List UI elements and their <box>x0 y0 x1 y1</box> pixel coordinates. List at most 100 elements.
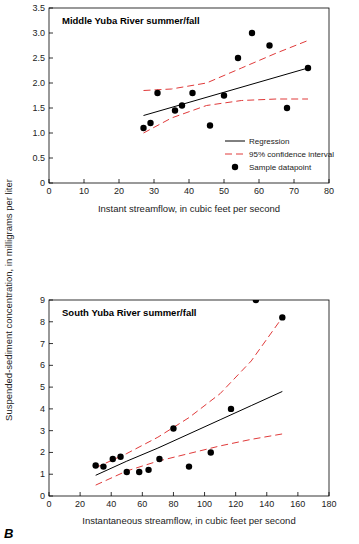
data-point <box>172 107 178 113</box>
x-tick <box>84 179 85 183</box>
x-tick-label: 10 <box>79 186 89 196</box>
y-tick-label: 2 <box>40 447 45 457</box>
x-tick <box>80 492 81 496</box>
y-tick <box>49 474 53 475</box>
x-tick <box>154 179 155 183</box>
y-tick-label: 8 <box>40 317 45 327</box>
y-tick-label: 6 <box>40 360 45 370</box>
y-tick-label: 0 <box>40 178 45 188</box>
line-solid <box>144 68 309 116</box>
legend-label: Sample datapoint <box>249 163 312 172</box>
y-tick-label: 1 <box>40 469 45 479</box>
data-point <box>253 300 259 303</box>
plot-area <box>92 300 285 485</box>
y-tick-label: 2.5 <box>32 53 45 63</box>
y-tick <box>49 321 53 322</box>
data-point <box>145 467 151 473</box>
y-tick <box>49 83 53 84</box>
data-point <box>170 425 176 431</box>
figure: Suspended-sediment concentration, in mil… <box>0 0 359 544</box>
x-tick-label: 40 <box>106 499 116 509</box>
x-tick-label: 50 <box>219 186 229 196</box>
y-tick <box>49 133 53 134</box>
data-point <box>110 456 116 462</box>
y-tick <box>49 365 53 366</box>
x-tick <box>294 179 295 183</box>
data-point <box>179 102 185 108</box>
y-tick <box>49 158 53 159</box>
data-point <box>235 55 241 61</box>
x-axis-label: Instant streamflow, in cubic feet per se… <box>98 203 280 214</box>
y-tick-label: 3 <box>40 426 45 436</box>
x-tick <box>119 179 120 183</box>
data-point <box>100 463 106 469</box>
x-tick-label: 120 <box>228 499 243 509</box>
data-point <box>140 125 146 131</box>
data-point <box>266 42 272 48</box>
x-tick-label: 0 <box>46 499 51 509</box>
data-point <box>221 92 227 98</box>
x-tick-label: 70 <box>289 186 299 196</box>
y-tick-label: 3.5 <box>32 3 45 13</box>
y-tick <box>49 343 53 344</box>
legend-label: 95% confidence interval <box>249 150 334 159</box>
line-solid <box>96 391 283 475</box>
y-tick-label: 5 <box>40 382 45 392</box>
x-tick-label: 60 <box>254 186 264 196</box>
data-point <box>156 456 162 462</box>
line-dashed <box>144 41 309 91</box>
x-axis-label: Instantaneous streamflow, in cubic feet … <box>82 515 295 526</box>
y-tick-label: 0.5 <box>32 153 45 163</box>
data-point <box>228 406 234 412</box>
y-tick <box>49 183 53 184</box>
panel-label: B <box>4 526 13 541</box>
legend-label: Regression <box>249 137 289 146</box>
data-point <box>147 120 153 126</box>
x-tick-label: 100 <box>197 499 212 509</box>
y-tick <box>49 300 53 301</box>
x-tick-label: 30 <box>149 186 159 196</box>
plot-frame <box>49 300 329 496</box>
x-tick <box>189 179 190 183</box>
y-tick-label: 3.0 <box>32 28 45 38</box>
x-tick <box>259 179 260 183</box>
data-point <box>136 469 142 475</box>
y-tick <box>49 8 53 9</box>
y-tick-label: 2.0 <box>32 78 45 88</box>
y-tick <box>49 387 53 388</box>
y-tick-label: 0 <box>40 491 45 501</box>
x-tick <box>329 179 330 183</box>
line-lower <box>96 434 283 485</box>
data-point <box>207 122 213 128</box>
y-tick <box>49 58 53 59</box>
data-point <box>189 90 195 96</box>
y-tick <box>49 408 53 409</box>
x-tick-label: 60 <box>137 499 147 509</box>
data-point <box>186 463 192 469</box>
line-dashed <box>96 317 283 467</box>
chart-title: Middle Yuba River summer/fall <box>62 15 200 26</box>
y-tick-label: 1.0 <box>32 128 45 138</box>
x-tick-label: 80 <box>168 499 178 509</box>
y-tick <box>49 496 53 497</box>
chart-1: 0204060801001201401601800123456789Instan… <box>40 295 337 526</box>
x-tick <box>266 492 267 496</box>
y-tick <box>49 430 53 431</box>
legend-swatch <box>232 164 238 170</box>
legend-swatch <box>225 154 245 155</box>
x-tick <box>224 179 225 183</box>
x-tick <box>204 492 205 496</box>
x-tick-label: 40 <box>184 186 194 196</box>
x-tick-label: 180 <box>321 499 336 509</box>
legend-swatch <box>225 141 245 142</box>
x-tick <box>173 492 174 496</box>
x-tick-label: 20 <box>75 499 85 509</box>
data-point <box>249 30 255 36</box>
data-point <box>284 105 290 111</box>
y-tick <box>49 452 53 453</box>
plot-area <box>140 30 311 133</box>
line-lower <box>144 99 309 133</box>
y-tick-label: 9 <box>40 295 45 305</box>
x-tick-label: 160 <box>290 499 305 509</box>
data-point <box>124 469 130 475</box>
